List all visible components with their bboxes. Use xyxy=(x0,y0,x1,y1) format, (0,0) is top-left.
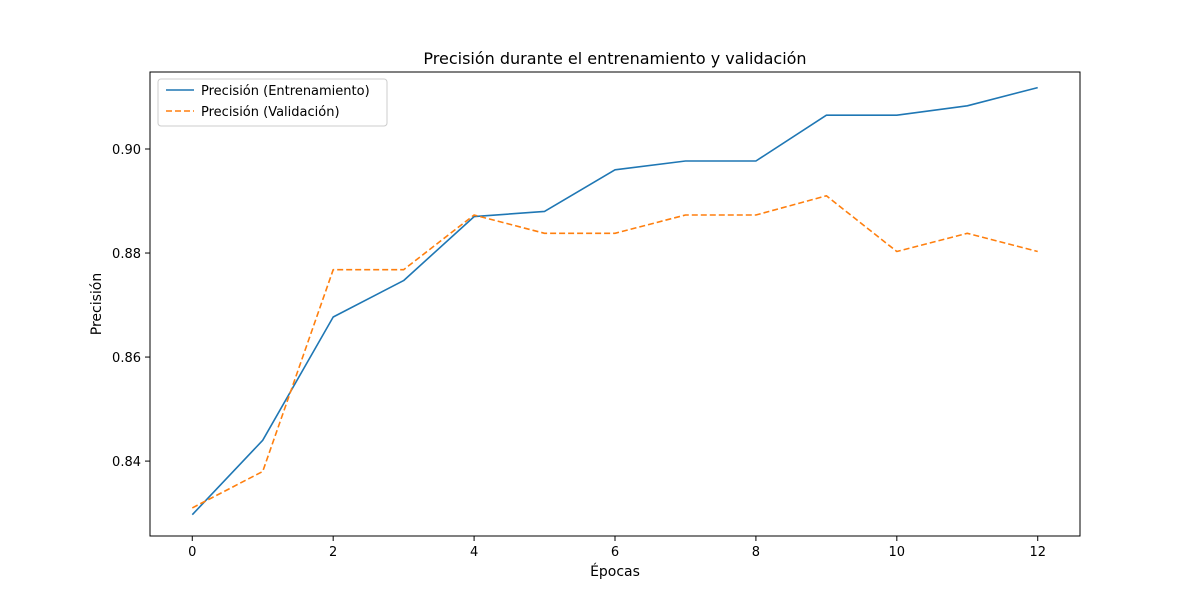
chart-title: Precisión durante el entrenamiento y val… xyxy=(423,49,806,68)
y-axis-ticks: 0.84 0.86 0.88 0.90 xyxy=(112,143,150,470)
y-tick-label: 0.84 xyxy=(112,455,141,470)
legend: Precisión (Entrenamiento) Precisión (Val… xyxy=(157,78,388,127)
x-tick-label: 10 xyxy=(889,545,906,560)
y-tick-label: 0.88 xyxy=(112,247,141,262)
legend-label-validacion: Precisión (Validación) xyxy=(201,105,340,120)
x-tick-label: 0 xyxy=(188,545,196,560)
x-axis-label: Épocas xyxy=(590,563,640,580)
series-line-0 xyxy=(191,86,1038,516)
y-axis-label: Precisión xyxy=(89,273,105,335)
legend-box xyxy=(157,78,388,127)
plot-area xyxy=(191,86,1038,516)
y-tick-label: 0.90 xyxy=(112,143,141,158)
x-axis-ticks: 0 2 4 6 8 10 12 xyxy=(188,536,1046,560)
x-tick-label: 8 xyxy=(752,545,760,560)
legend-label-entrenamiento: Precisión (Entrenamiento) xyxy=(201,84,370,99)
x-tick-label: 2 xyxy=(329,545,337,560)
series-line-1 xyxy=(191,195,1038,509)
x-tick-label: 6 xyxy=(611,545,619,560)
y-tick-label: 0.86 xyxy=(112,351,141,366)
x-tick-label: 4 xyxy=(470,545,478,560)
x-tick-label: 12 xyxy=(1029,545,1046,560)
